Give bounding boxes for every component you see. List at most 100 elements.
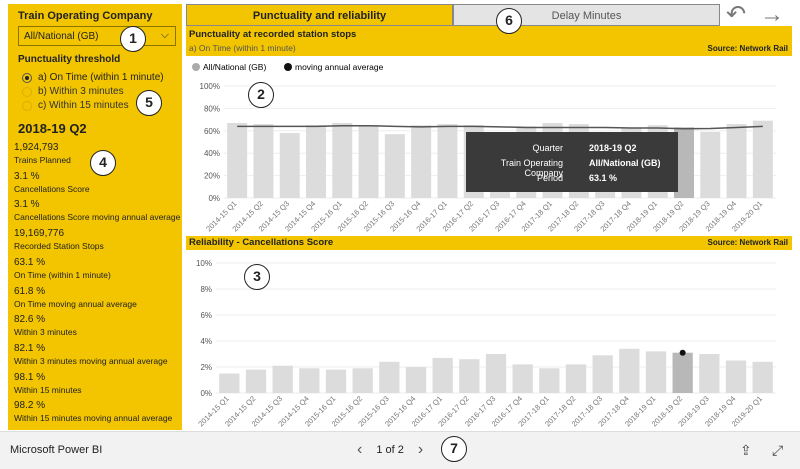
y-tick-label: 8% [200,285,212,294]
tooltip-key: Quarter [532,143,563,153]
bar [245,369,267,393]
callout-3: 3 [244,264,270,290]
bar [358,125,379,198]
tab-delay-minutes[interactable]: Delay Minutes [453,4,720,26]
radio-label: c) Within 15 minutes [38,100,129,111]
radio-within-15[interactable]: c) Within 15 minutes [22,100,129,111]
tooltip-value: 63.1 % [589,173,618,183]
kpi-label: Within 3 minutes [14,327,77,338]
powerbi-brand-link[interactable]: Microsoft Power BI [10,444,103,456]
next-page-icon[interactable]: › [417,441,424,458]
bar [384,134,405,198]
kpi-value: 63.1 % [14,256,46,268]
bar [674,127,694,198]
bar [592,355,613,393]
y-tick-label: 60% [204,127,220,136]
kpi-item: 82.6 % Within 3 minutes [14,314,77,338]
kpi-value: 1,924,793 [14,142,59,153]
left-panel: Train Operating Company All/National (GB… [8,4,182,430]
back-arrow-icon[interactable]: ↶ [726,1,747,28]
toc-dropdown[interactable]: All/National (GB) ⌵ [18,26,176,46]
reliability-source: Source: Network Rail [707,238,788,247]
bar [332,122,353,198]
kpi-item: 1,924,793 Trains Planned [14,142,71,166]
kpi-item: 63.1 % On Time (within 1 minute) [14,257,111,281]
radio-on-time[interactable]: a) On Time (within 1 minute) [22,72,164,83]
kpi-label: Trains Planned [14,155,71,165]
bar [411,125,432,198]
kpi-label: Cancellations Score [14,183,90,194]
bar [752,120,773,198]
chevron-down-icon: ⌵ [160,29,169,41]
bar [279,133,300,198]
expand-icon[interactable]: ⤢ [772,442,784,458]
kpi-label: Cancellations Score moving annual averag… [14,212,181,223]
bar [485,354,507,393]
share-icon[interactable]: ⇪ [740,442,752,458]
kpi-value: 61.8 % [14,285,46,297]
kpi-value: 19,169,776 [14,228,65,240]
y-tick-label: 20% [204,172,220,181]
bar [253,124,274,198]
kpi-item: 82.1 % Within 3 minutes moving annual ave… [14,343,168,367]
radio-unselected-icon [22,86,32,97]
kpi-item: 61.8 % On Time moving annual average [14,286,137,310]
radio-label: a) On Time (within 1 minute) [38,72,164,83]
bar [219,373,240,393]
legend-label-national: All/National (GB) [203,62,266,72]
forward-arrow-icon[interactable]: → [760,1,784,28]
y-tick-label: 40% [204,149,220,158]
bar [299,368,320,393]
kpi-label: On Time moving annual average [14,298,137,309]
radio-selected-icon [22,72,32,83]
punctuality-subtitle: a) On Time (within 1 minute) [189,43,296,53]
y-tick-label: 2% [200,363,212,372]
reliability-header: Reliability - Cancellations Score Source… [186,236,792,250]
y-tick-label: 0% [200,389,212,398]
kpi-value: 3.1 % [14,199,40,211]
tab-bar: Punctuality and reliability Delay Minute… [186,4,722,26]
bar [405,367,427,393]
pager: ‹ 1 of 2 › [357,441,423,459]
tooltip-key: Train Operating Company [500,158,563,178]
page-indicator: 1 of 2 [376,444,404,456]
bar [565,364,587,393]
bar [619,348,640,393]
legend-swatch-average [284,63,292,71]
bar [325,369,347,393]
bar [352,368,373,393]
kpi-item: 19,169,776 Recorded Station Stops [14,228,104,252]
callout-4: 4 [90,150,116,176]
kpi-value: 98.1 % [14,371,46,383]
y-tick-label: 10% [196,259,212,268]
reliability-chart-panel: 0% 2% 4% 6% 8% 10% 2014-15 Q1 2014-15 Q2 2014-15… [186,250,792,430]
threshold-title: Punctuality threshold [18,54,121,65]
legend-label-average: moving annual average [295,62,384,72]
tooltip-key: Period [536,173,563,183]
callout-5: 5 [136,90,162,116]
kpi-label: Recorded Station Stops [14,241,104,252]
bar [672,352,693,393]
series-line [237,125,763,130]
prev-page-icon[interactable]: ‹ [357,441,363,458]
callout-7: 7 [441,436,467,462]
bar [725,360,747,393]
y-tick-label: 4% [200,337,212,346]
punctuality-title: Punctuality at recorded station stops [189,29,357,40]
callout-2: 2 [248,82,274,108]
radio-within-3[interactable]: b) Within 3 minutes [22,86,124,97]
y-tick-label: 100% [200,82,220,91]
bar [432,357,453,393]
tab-punctuality[interactable]: Punctuality and reliability [186,4,453,26]
kpi-label: On Time (within 1 minute) [14,269,111,280]
kpi-label: Within 3 minutes moving annual average [14,355,168,366]
y-tick-label: 0% [208,194,220,203]
kpi-item: 3.1 % Cancellations Score moving annual a… [14,199,180,223]
y-tick-label: 6% [200,311,212,320]
bar [227,122,248,198]
kpi-item: 3.1 % Cancellations Score [14,171,90,195]
footer-bar: Microsoft Power BI ‹ 1 of 2 › 7 ⇪ ⤢ [0,431,800,469]
bar [272,365,293,393]
bar [512,364,533,393]
